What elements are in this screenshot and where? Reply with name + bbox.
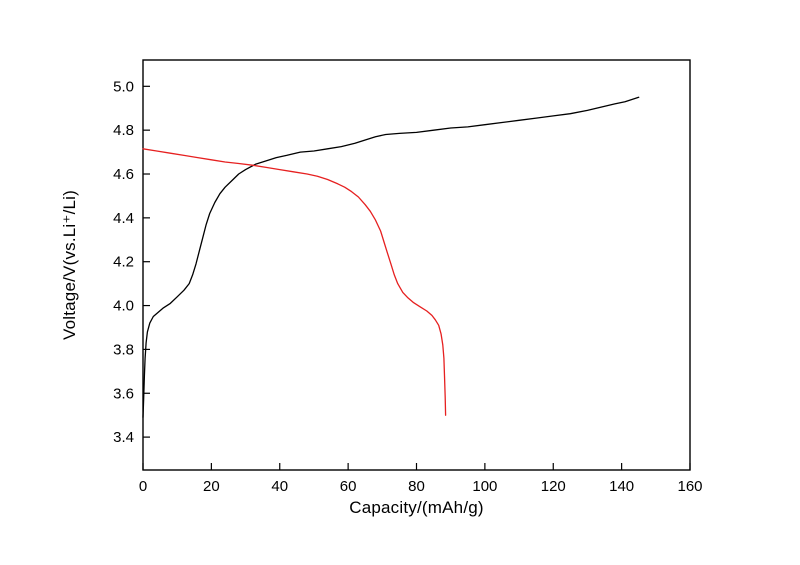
svg-text:5.0: 5.0	[113, 78, 134, 95]
svg-text:80: 80	[408, 478, 425, 495]
x-axis-label: Capacity/(mAh/g)	[349, 498, 484, 517]
svg-text:160: 160	[677, 478, 702, 495]
svg-text:3.4: 3.4	[113, 429, 134, 446]
svg-text:60: 60	[340, 478, 357, 495]
svg-text:3.8: 3.8	[113, 341, 134, 358]
y-axis-label: Voltage/V(vs.Li⁺/Li)	[60, 190, 79, 340]
svg-text:40: 40	[271, 478, 288, 495]
svg-text:4.4: 4.4	[113, 210, 134, 227]
svg-text:100: 100	[472, 478, 497, 495]
svg-text:140: 140	[609, 478, 634, 495]
svg-text:0: 0	[139, 478, 147, 495]
svg-text:4.8: 4.8	[113, 122, 134, 139]
svg-text:20: 20	[203, 478, 220, 495]
svg-text:4.0: 4.0	[113, 298, 134, 315]
svg-text:120: 120	[541, 478, 566, 495]
svg-text:4.6: 4.6	[113, 166, 134, 183]
svg-text:4.2: 4.2	[113, 254, 134, 271]
svg-text:3.6: 3.6	[113, 385, 134, 402]
